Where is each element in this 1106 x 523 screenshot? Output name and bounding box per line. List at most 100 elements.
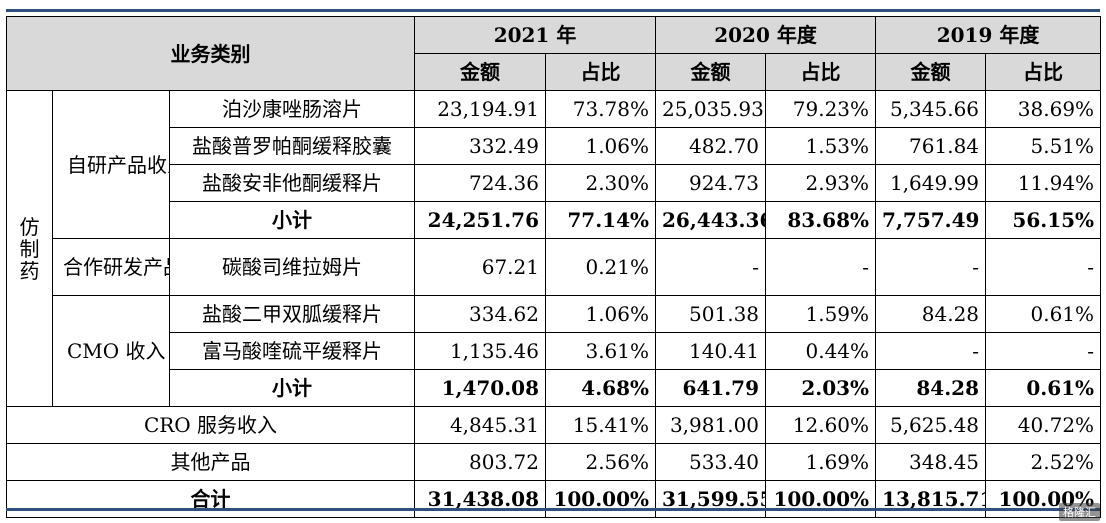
row-label: 其他产品 xyxy=(6,443,415,481)
row-label: 盐酸安非他酮缓释片 xyxy=(169,164,415,202)
cell: 11.94% xyxy=(985,164,1102,202)
cell: 3,981.00 xyxy=(655,406,767,444)
cell: 1.06% xyxy=(544,127,657,165)
cell: 1.59% xyxy=(765,295,877,333)
header-year-2021: 2021 年 xyxy=(413,16,657,54)
cell: 0.61% xyxy=(985,295,1102,333)
header-amount: 金额 xyxy=(875,53,987,91)
cell: 73.78% xyxy=(544,90,657,128)
cell: - xyxy=(875,238,987,296)
cell: 84.28 xyxy=(875,369,987,407)
cell: 5,625.48 xyxy=(875,406,987,444)
table-row: 盐酸安非他酮缓释片 724.36 2.30% 924.73 2.93% 1,64… xyxy=(7,164,1102,202)
row-label: 合计 xyxy=(6,480,415,518)
header-amount: 金额 xyxy=(655,53,767,91)
cell: 23,194.91 xyxy=(414,90,546,128)
cell: 1.06% xyxy=(544,295,657,333)
table-row: 盐酸普罗帕酮缓释胶囊 332.49 1.06% 482.70 1.53% 761… xyxy=(7,127,1102,165)
header-ratio: 占比 xyxy=(985,53,1102,91)
cell: 67.21 xyxy=(414,238,546,296)
cell: 7,757.49 xyxy=(875,201,987,239)
cell: 40.72% xyxy=(985,406,1102,444)
group-co-developed: 合作研发产品收入 xyxy=(52,238,170,296)
cell: 2.56% xyxy=(544,443,657,481)
cell: 0.61% xyxy=(985,369,1102,407)
cell: 56.15% xyxy=(985,201,1102,239)
row-label: 盐酸普罗帕酮缓释胶囊 xyxy=(169,127,415,165)
cell: 1,470.08 xyxy=(414,369,546,407)
cell: - xyxy=(765,238,877,296)
cell: 77.14% xyxy=(544,201,657,239)
cell: 334.62 xyxy=(414,295,546,333)
revenue-table: 业务类别 2021 年 2020 年度 2019 年度 金额 占比 金额 占比 … xyxy=(6,16,1102,518)
bottom-rule xyxy=(6,508,1100,511)
cell: 5.51% xyxy=(985,127,1102,165)
cell: 533.40 xyxy=(655,443,767,481)
cell: - xyxy=(875,332,987,370)
table-row: CRO 服务收入 4,845.31 15.41% 3,981.00 12.60%… xyxy=(6,406,1102,444)
row-label: CRO 服务收入 xyxy=(6,406,415,444)
row-label: 碳酸司维拉姆片 xyxy=(169,238,415,296)
cell: 31,438.08 xyxy=(414,480,546,518)
header-year-2020: 2020 年度 xyxy=(655,16,877,54)
subtotal-row: 小计 24,251.76 77.14% 26,443.36 83.68% 7,7… xyxy=(7,201,1102,239)
header-row-metrics: 金额 占比 金额 占比 金额 占比 xyxy=(7,53,1102,91)
cell: - xyxy=(985,238,1102,296)
header-ratio: 占比 xyxy=(765,53,877,91)
group-label: 仿制药 xyxy=(19,214,40,283)
cell: 84.28 xyxy=(875,295,987,333)
cell: 13,815.71 xyxy=(875,480,987,518)
cell: 0.21% xyxy=(544,238,657,296)
cell: 38.69% xyxy=(985,90,1102,128)
cell: 641.79 xyxy=(655,369,767,407)
cell: 12.60% xyxy=(765,406,877,444)
top-rule xyxy=(6,9,1100,12)
table-row: CMO 收入 盐酸二甲双胍缓释片 334.62 1.06% 501.38 1.5… xyxy=(7,295,1102,407)
cell: 4.68% xyxy=(544,369,657,407)
cell: 348.45 xyxy=(875,443,987,481)
table-row: 合作研发产品收入 碳酸司维拉姆片 67.21 0.21% - - - - xyxy=(7,238,1102,296)
cell: 924.73 xyxy=(655,164,767,202)
cell: 83.68% xyxy=(765,201,877,239)
cell: 3.61% xyxy=(544,332,657,370)
cell: - xyxy=(985,332,1102,370)
cell: 79.23% xyxy=(765,90,877,128)
cell: 332.49 xyxy=(414,127,546,165)
group-self-developed: 自研产品收入 xyxy=(52,90,170,239)
header-amount: 金额 xyxy=(414,53,546,91)
header-ratio: 占比 xyxy=(544,53,657,91)
total-row: 合计 31,438.08 100.00% 31,599.55 100.00% 1… xyxy=(6,480,1102,518)
row-label: 小计 xyxy=(169,369,415,407)
cell: 1.69% xyxy=(765,443,877,481)
header-category: 业务类别 xyxy=(6,16,415,91)
cell: 140.41 xyxy=(655,332,767,370)
row-label: 盐酸二甲双胍缓释片 xyxy=(169,295,415,333)
cell: 100.00% xyxy=(765,480,877,518)
table-row: 其他产品 803.72 2.56% 533.40 1.69% 348.45 2.… xyxy=(6,443,1102,481)
table-row: 富马酸喹硫平缓释片 1,135.46 3.61% 140.41 0.44% - … xyxy=(7,332,1102,370)
cell: 803.72 xyxy=(414,443,546,481)
cell: 2.03% xyxy=(765,369,877,407)
row-label: 富马酸喹硫平缓释片 xyxy=(169,332,415,370)
cell: 24,251.76 xyxy=(414,201,546,239)
cell: 31,599.55 xyxy=(655,480,767,518)
cell: 1,649.99 xyxy=(875,164,987,202)
subtotal-row: 小计 1,470.08 4.68% 641.79 2.03% 84.28 0.6… xyxy=(7,369,1102,407)
cell: 26,443.36 xyxy=(655,201,767,239)
cell: - xyxy=(655,238,767,296)
cell: 1,135.46 xyxy=(414,332,546,370)
group-generic-drugs: 仿制药 xyxy=(6,90,53,407)
row-label: 小计 xyxy=(169,201,415,239)
table-row: 仿制药 自研产品收入 泊沙康唑肠溶片 23,194.91 73.78% 25,0… xyxy=(6,90,1102,407)
cell: 761.84 xyxy=(875,127,987,165)
cell: 100.00% xyxy=(544,480,657,518)
cell: 724.36 xyxy=(414,164,546,202)
header-year-2019: 2019 年度 xyxy=(875,16,1102,54)
cell: 0.44% xyxy=(765,332,877,370)
cell: 2.93% xyxy=(765,164,877,202)
row-label: 泊沙康唑肠溶片 xyxy=(169,90,415,128)
watermark-logo: 格隆汇 xyxy=(1059,503,1100,521)
cell: 4,845.31 xyxy=(414,406,546,444)
cell: 2.30% xyxy=(544,164,657,202)
header-row-years: 业务类别 2021 年 2020 年度 2019 年度 xyxy=(6,16,1102,91)
